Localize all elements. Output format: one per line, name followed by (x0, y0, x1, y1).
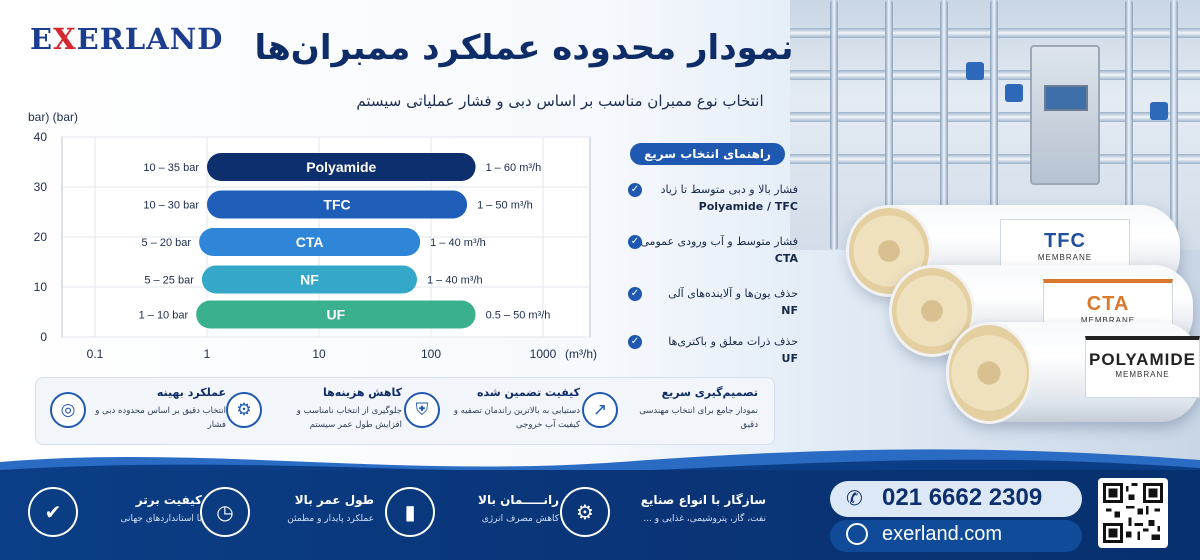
bar-flow-label: 1 – 40 m³/h (427, 275, 483, 287)
shield-check-icon: ✔ (28, 487, 78, 537)
footer-feature: ◷ طول عمر بالا عملکرد پایدار و مطمئن (200, 487, 375, 547)
bar-flow-label: 0.5 – 50 m³/h (486, 310, 551, 322)
bar-flow-label: 1 – 50 m³/h (477, 200, 533, 212)
gear-icon: ⚙ (560, 487, 610, 537)
x-tick-label: 0.1 (87, 347, 104, 361)
y-tick-label: 30 (34, 180, 48, 194)
chart-axes: 0 10 20 30 40 0.1 1 10 100 1000 bar) (bar) (m³/h) (28, 110, 597, 361)
quick-guide-badge: راهنمای انتخاب سریع (630, 143, 785, 165)
footer-feature: ▮ رانـــــمان بالا کاهش مصرف انرژی (385, 487, 560, 547)
check-icon: ✓ (628, 235, 642, 249)
bar-pressure-label: 1 – 10 bar (139, 310, 189, 322)
y-tick-label: 20 (34, 230, 48, 244)
x-tick-label: 10 (312, 347, 326, 361)
bar-series-label: NF (300, 272, 319, 288)
benefit-item: ◎ عملکرد بهینه انتخاب دقیق بر اساس محدود… (50, 386, 228, 438)
benefit-item: ↗ تصمیم‌گیری سریع نمودار جامع برای انتخا… (582, 386, 760, 438)
membrane-tfc: TFC MEMBRANE (846, 205, 1180, 297)
clock-icon: ◷ (200, 487, 250, 537)
bar-flow-label: 1 – 40 m³/h (430, 237, 486, 249)
range-bar (207, 190, 468, 219)
bar-pressure-label: 10 – 35 bar (143, 162, 199, 174)
shield-icon: ⛨ (404, 392, 440, 428)
benefit-item: ⛨ کیفیت تضمین شده دستیابی به بالاترین را… (404, 386, 582, 438)
guide-item: ✓ فشار بالا و دبی متوسط تا زیاد Polyamid… (628, 181, 798, 215)
footer-feature: ✔ کیفیت برتر با استانداردهای جهانی (28, 487, 203, 547)
benefits-strip: ◎ عملکرد بهینه انتخاب دقیق بر اساس محدود… (35, 377, 775, 445)
page-subtitle: انتخاب نوع ممبران مناسب بر اساس دبی و فش… (356, 92, 764, 110)
phone-number[interactable]: 021 6662 2309 (882, 484, 1043, 511)
y-tick-label: 0 (40, 330, 47, 344)
quick-guide: راهنمای انتخاب سریع ✓ فشار بالا و دبی مت… (600, 135, 800, 375)
website-link[interactable]: exerland.com (882, 523, 1003, 545)
bar-chart-icon: ▮ (385, 487, 435, 537)
target-icon: ◎ (50, 392, 86, 428)
range-bar (199, 228, 421, 256)
membrane-polyamide: POLYAMIDE MEMBRANE (946, 322, 1200, 424)
footer-feature: ⚙ سازگار با انواع صنایع نفت، گاز، پتروشی… (560, 487, 770, 547)
check-icon: ✓ (628, 183, 642, 197)
growth-chart-icon: ↗ (582, 392, 618, 428)
check-icon: ✓ (628, 335, 642, 349)
globe-icon (846, 523, 868, 545)
y-tick-label: 40 (34, 130, 48, 144)
benefit-item: ⚙ کاهش هزینه‌ها جلوگیری از انتخاب نامناس… (226, 386, 404, 438)
bar-series-label: Polyamide (306, 159, 376, 175)
bar-pressure-label: 10 – 30 bar (143, 200, 199, 212)
phone-icon: ✆ (846, 486, 863, 510)
range-bar (207, 153, 476, 181)
page-title: نمودار محدوده عملکرد ممبران‌ها (254, 28, 794, 68)
website-pill (830, 520, 1082, 552)
y-axis-label: bar) (bar) (28, 110, 78, 124)
gear-icon: ⚙ (226, 392, 262, 428)
bar-flow-label: 1 – 60 m³/h (486, 162, 542, 174)
guide-item: ✓ حذف ذرات معلق و باکتری‌ها UF (628, 333, 798, 367)
bar-series-label: TFC (323, 197, 350, 213)
phone-pill (830, 481, 1082, 517)
x-axis-label: (m³/h) (565, 347, 597, 361)
range-bar (196, 300, 476, 329)
exerland-logo[interactable]: EXERLAND (30, 22, 224, 56)
bar-series-label: UF (327, 307, 346, 323)
bar-series-label: CTA (296, 234, 324, 250)
guide-item: ✓ حذف یون‌ها و آلاینده‌های آلی NF (628, 285, 798, 319)
chart-bars: Polyamide 10 – 35 bar 1 – 60 m³/h TFC 10 – 3… (139, 153, 551, 329)
membrane-label: POLYAMIDE MEMBRANE (1085, 336, 1200, 398)
x-tick-label: 1 (204, 347, 211, 361)
bar-pressure-label: 5 – 25 bar (144, 275, 194, 287)
bar-pressure-label: 5 – 20 bar (142, 237, 192, 249)
x-tick-label: 100 (421, 347, 441, 361)
y-tick-label: 10 (34, 280, 48, 294)
membrane-end-cap (946, 322, 1032, 424)
check-icon: ✓ (628, 287, 642, 301)
industrial-plant-image (790, 0, 1200, 250)
membrane-range-chart: 0 10 20 30 40 0.1 1 10 100 1000 bar) (bar) (m³/h) P… (28, 110, 597, 361)
range-bar (201, 265, 418, 294)
x-tick-label: 1000 (530, 347, 557, 361)
guide-item: ✓ فشار متوسط و آب ورودی عمومی CTA (628, 233, 798, 267)
qr-code[interactable] (1098, 478, 1168, 548)
